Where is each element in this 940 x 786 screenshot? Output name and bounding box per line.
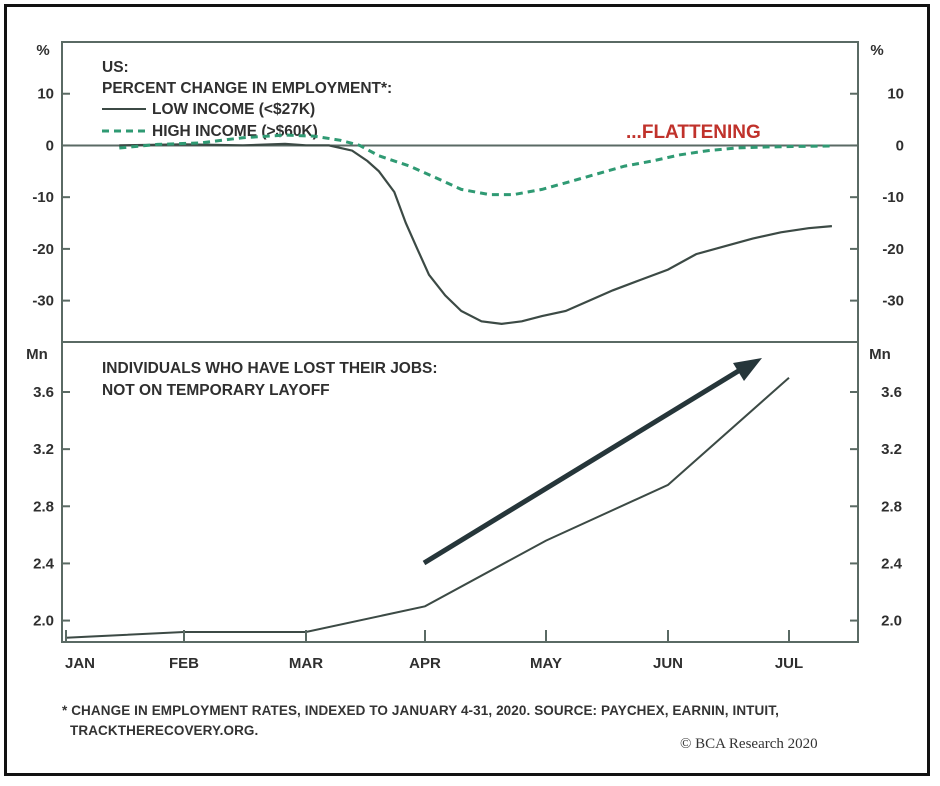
bottom-left-tick-label: 2.0 <box>33 613 54 630</box>
legend-label-low-income: LOW INCOME (<$27K) <box>152 101 315 118</box>
x-tick-label: JUL <box>775 655 803 672</box>
high-income-series-line <box>119 133 832 197</box>
top-right-tick-label: -10 <box>882 189 904 206</box>
bottom-left-unit: Mn <box>26 346 48 363</box>
top-left-tick-label: 0 <box>46 137 54 154</box>
bottom-left-tick-label: 3.2 <box>33 441 54 458</box>
x-tick-label: MAR <box>289 655 323 672</box>
top-right-tick-label: 0 <box>896 137 904 154</box>
bottom-right-unit: Mn <box>869 346 891 363</box>
top-right-tick-label: -30 <box>882 293 904 310</box>
low-income-series-line <box>119 142 832 326</box>
bottom-left-tick-label: 2.4 <box>33 555 55 572</box>
x-tick-label: MAY <box>530 655 562 672</box>
trend-arrow-shaft <box>422 367 742 566</box>
legend-label-high-income: HIGH INCOME (>$60K) <box>152 123 318 140</box>
x-tick-label: JAN <box>65 655 95 672</box>
bottom-panel-frame <box>61 341 859 643</box>
top-right-unit: % <box>870 42 883 59</box>
top-panel: % % US: PERCENT CHANGE IN EMPLOYMENT*: L… <box>32 41 904 343</box>
jobs-lost-series-line <box>65 376 790 639</box>
top-right-tick-label: 10 <box>887 86 904 103</box>
top-left-tick-label: -10 <box>32 189 54 206</box>
trend-arrow <box>422 358 762 566</box>
x-tick-label: FEB <box>169 655 199 672</box>
bottom-right-tick-label: 3.6 <box>881 384 902 401</box>
bottom-left-tick-label: 3.6 <box>33 384 54 401</box>
bottom-panel: Mn Mn INDIVIDUALS WHO HAVE LOST THEIR JO… <box>26 341 903 643</box>
bca-credit: © BCA Research 2020 <box>680 736 818 752</box>
top-left-unit: % <box>36 42 49 59</box>
bottom-right-tick-label: 3.2 <box>881 441 902 458</box>
bottom-right-tick-label: 2.0 <box>881 613 902 630</box>
bottom-right-tick-label: 2.4 <box>881 555 903 572</box>
top-left-tick-label: 10 <box>37 86 54 103</box>
footnote-line-2: TRACKTHERECOVERY.ORG. <box>70 723 259 738</box>
bottom-title-line-2: NOT ON TEMPORARY LAYOFF <box>102 382 330 399</box>
bottom-right-tick-label: 2.8 <box>881 498 902 515</box>
top-left-tick-label: -20 <box>32 241 54 258</box>
top-title-line-1: US: <box>102 59 129 76</box>
top-right-tick-label: -20 <box>882 241 904 258</box>
top-left-tick-label: -30 <box>32 293 54 310</box>
bottom-left-tick-label: 2.8 <box>33 498 54 515</box>
x-axis: JAN FEB MAR APR MAY JUN JUL <box>65 630 803 672</box>
bottom-y-ticks: 3.6 3.6 3.2 3.2 2.8 2.8 2.4 2.4 2.0 2.0 <box>33 384 903 630</box>
footnote-line-1: * CHANGE IN EMPLOYMENT RATES, INDEXED TO… <box>62 703 779 718</box>
bottom-title-line-1: INDIVIDUALS WHO HAVE LOST THEIR JOBS: <box>102 360 438 377</box>
x-tick-label: APR <box>409 655 441 672</box>
figure-border <box>4 4 930 776</box>
top-title-line-2: PERCENT CHANGE IN EMPLOYMENT*: <box>102 80 392 97</box>
x-tick-label: JUN <box>653 655 683 672</box>
trend-arrow-head <box>733 358 762 381</box>
top-y-ticks: 10 10 0 0 -10 -10 -20 -20 -30 -30 <box>32 86 904 310</box>
flattening-annotation: ...FLATTENING <box>626 122 761 143</box>
